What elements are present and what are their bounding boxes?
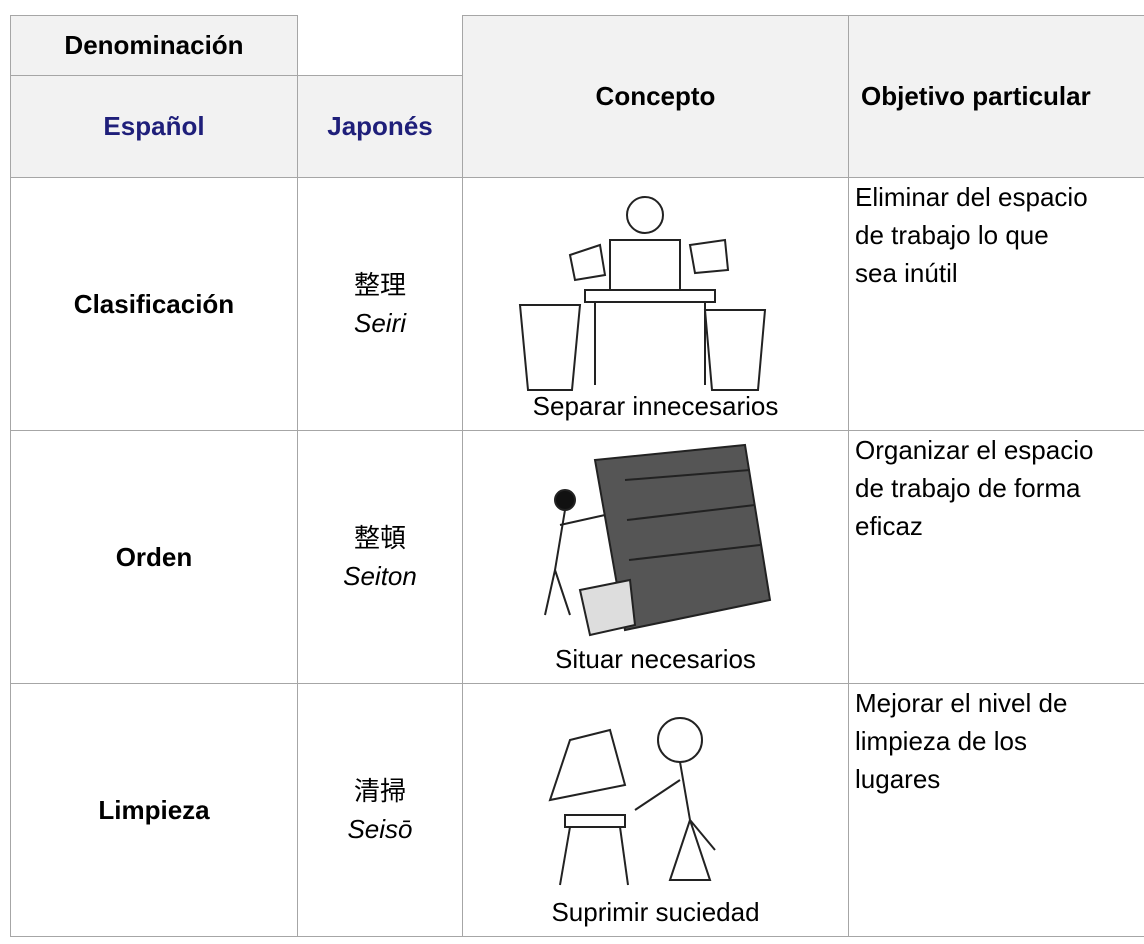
objective-line: Organizar el espacio: [855, 435, 1094, 465]
spanish-cell: Limpieza: [10, 683, 298, 937]
romaji: Seiton: [343, 561, 417, 591]
objective-line: de trabajo lo que: [855, 220, 1049, 250]
illustration: [544, 443, 772, 637]
romaji: Seisō: [347, 814, 413, 844]
japanese-cell: 整理 Seiri: [297, 177, 463, 431]
kanji: 清掃: [353, 776, 406, 806]
objective-line: Mejorar el nivel de: [855, 688, 1068, 718]
column-header: Japonés: [297, 75, 463, 178]
column-header: Concepto: [462, 15, 849, 178]
kanji: 整理: [353, 270, 406, 300]
objective-cell: Organizar el espacio de trabajo de forma e…: [848, 430, 1144, 684]
japanese-cell: 整頓 Seiton: [297, 430, 463, 684]
kanji: 整頓: [353, 523, 406, 553]
column-header: Español: [10, 75, 298, 178]
concept-cell: Suprimir suciedad: [462, 683, 849, 937]
group-header: Denominación: [10, 15, 298, 76]
illustration: [548, 717, 716, 886]
objective-line: lugares: [855, 764, 941, 794]
objective-line: sea inútil: [855, 258, 958, 288]
objective-line: eficaz: [855, 511, 923, 541]
objective-line: de trabajo de forma: [855, 473, 1081, 503]
objective-cell: Eliminar del espacio de trabajo lo que sea…: [848, 177, 1144, 431]
japanese-cell: 清掃 Seisō: [297, 683, 463, 937]
spanish-cell: Clasificación: [10, 177, 298, 431]
objective-line: limpieza de los: [855, 726, 1027, 756]
objective-cell: Mejorar el nivel de limpieza de los lugare…: [848, 683, 1144, 937]
spanish-cell: Orden: [10, 430, 298, 684]
romaji: Seiri: [353, 308, 406, 338]
objective-line: Eliminar del espacio: [855, 182, 1088, 212]
column-header: Objetivo particular: [848, 15, 1144, 178]
illustration: [518, 196, 767, 391]
